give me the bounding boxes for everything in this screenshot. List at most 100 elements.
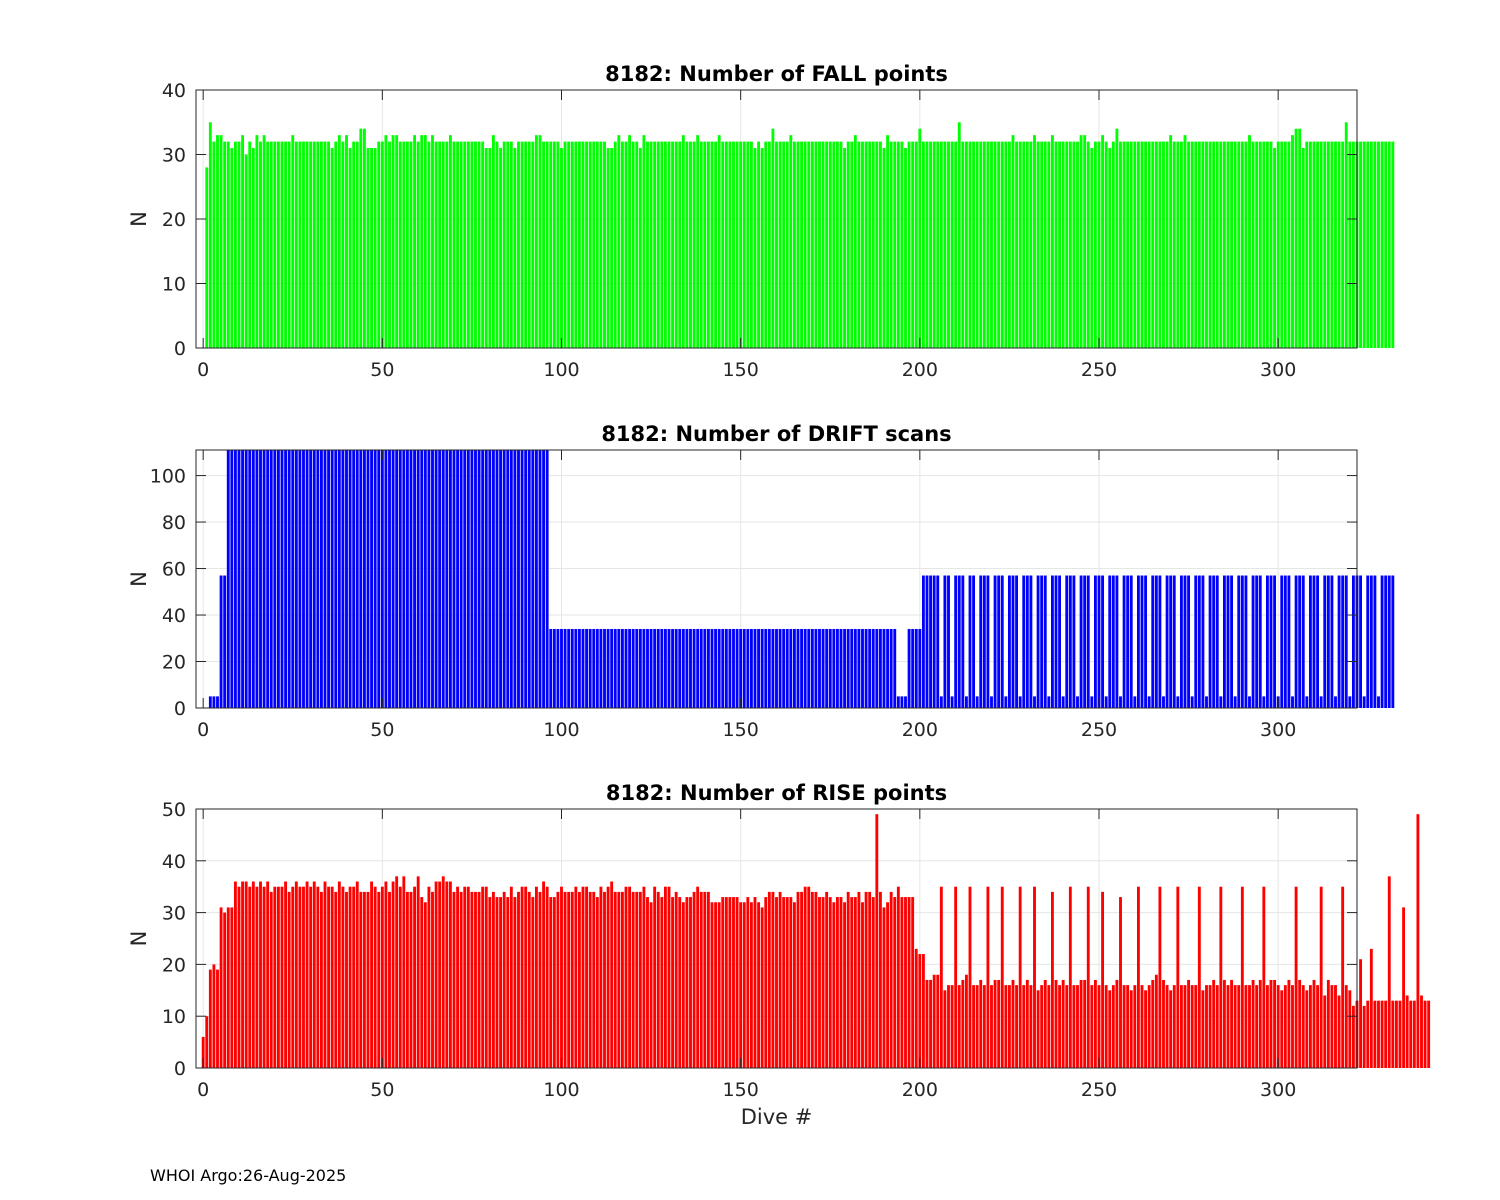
bar <box>352 141 356 348</box>
bar <box>1251 979 1255 1068</box>
bar <box>223 912 227 1068</box>
bar <box>560 886 563 1068</box>
bar <box>1111 985 1115 1068</box>
bar <box>749 141 753 348</box>
bar <box>491 450 495 708</box>
bar <box>262 135 266 348</box>
bar <box>864 891 868 1068</box>
bar <box>474 141 477 348</box>
bar <box>230 907 234 1068</box>
bar <box>1420 995 1423 1068</box>
bar <box>495 897 499 1068</box>
bar <box>764 141 768 348</box>
bar <box>746 897 750 1068</box>
bar <box>1351 575 1355 708</box>
bar <box>327 886 331 1068</box>
bar <box>1351 141 1355 348</box>
bar <box>1337 575 1341 708</box>
bar <box>527 891 531 1068</box>
bar <box>302 450 305 708</box>
bar <box>717 135 721 348</box>
bar <box>1294 575 1298 708</box>
bar <box>757 141 761 348</box>
chart-title: 8182: Number of DRIFT scans <box>601 422 951 446</box>
bar <box>531 897 535 1068</box>
bar <box>1312 141 1316 348</box>
bar <box>764 628 768 708</box>
bar <box>1194 575 1198 708</box>
bar <box>233 450 237 708</box>
bar <box>284 141 288 348</box>
bar <box>810 141 814 348</box>
y-tick-label: 60 <box>162 559 186 581</box>
bar <box>1133 985 1137 1068</box>
bar <box>1072 985 1076 1068</box>
bar <box>1262 696 1266 708</box>
bar <box>1144 990 1148 1068</box>
bar <box>656 141 660 348</box>
bar <box>882 628 886 708</box>
bar <box>251 450 255 708</box>
bar <box>319 141 323 348</box>
bar <box>961 141 965 348</box>
x-tick-label: 100 <box>543 1079 579 1101</box>
bar <box>667 628 671 708</box>
bar <box>1373 575 1377 708</box>
bar <box>309 141 313 348</box>
bar <box>1391 575 1395 708</box>
bar <box>305 881 309 1068</box>
bar <box>459 141 463 348</box>
bar <box>1065 141 1069 348</box>
bar <box>936 141 940 348</box>
bar <box>617 135 621 348</box>
bar <box>517 141 520 348</box>
bar <box>796 891 800 1068</box>
bar <box>1083 575 1087 708</box>
x-axis-label: Dive # <box>741 1105 813 1129</box>
bar <box>1000 886 1004 1068</box>
bar <box>434 881 438 1068</box>
bar <box>452 891 456 1068</box>
bar <box>427 450 431 708</box>
chart-title: 8182: Number of RISE points <box>606 781 947 805</box>
bar <box>789 135 793 348</box>
chart-title: 8182: Number of FALL points <box>605 62 948 86</box>
y-tick-label: 20 <box>162 209 186 231</box>
bar <box>667 886 671 1068</box>
bar <box>592 628 596 708</box>
bar <box>1011 135 1015 348</box>
bar <box>448 881 452 1068</box>
bar <box>1065 575 1069 708</box>
bar <box>599 628 603 708</box>
bar <box>767 141 771 348</box>
bar <box>255 135 259 348</box>
bar <box>1265 141 1269 348</box>
bar <box>710 628 714 708</box>
bar <box>1133 696 1137 708</box>
bar <box>785 897 789 1068</box>
bar <box>1176 886 1180 1068</box>
chart-2: 0 50 100 150 200 250 300 0 20 40 60 80 100 8182: Numb… <box>127 422 1395 741</box>
bar <box>681 135 685 348</box>
bar <box>251 881 255 1068</box>
bar <box>1427 1000 1431 1068</box>
bar <box>248 141 252 348</box>
bar <box>932 974 936 1068</box>
bar <box>649 628 653 708</box>
bar <box>825 628 829 708</box>
bar <box>377 141 381 348</box>
bar <box>972 575 976 708</box>
bar <box>276 886 280 1068</box>
bar <box>316 886 320 1068</box>
bar <box>710 902 714 1068</box>
bar <box>552 897 556 1068</box>
bar <box>1208 575 1212 708</box>
bar <box>1201 141 1205 348</box>
bar <box>835 897 839 1068</box>
bar <box>1240 886 1244 1068</box>
bar <box>1093 979 1097 1068</box>
bar <box>216 696 219 708</box>
bar <box>534 886 538 1068</box>
x-tick-label: 0 <box>197 719 209 741</box>
bar <box>724 141 728 348</box>
